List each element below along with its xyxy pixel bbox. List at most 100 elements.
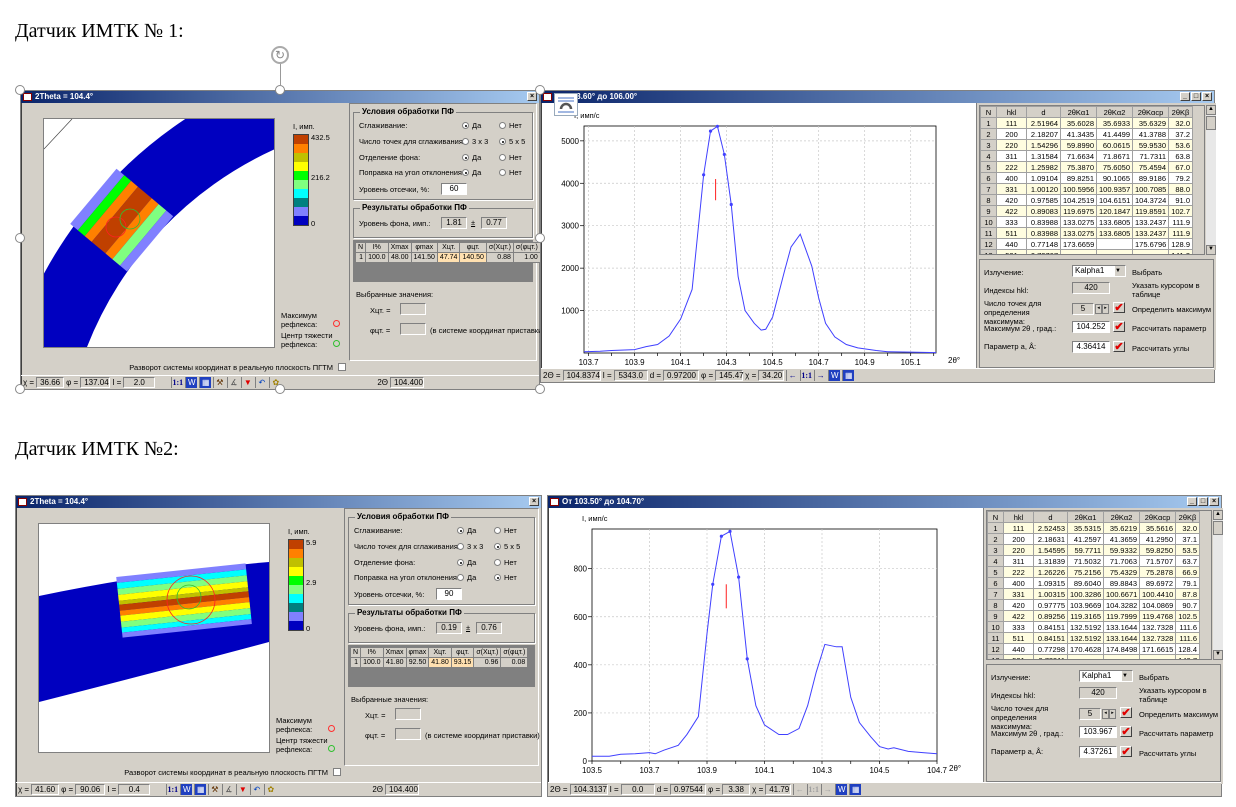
spin-left-icon[interactable]: ◂ (1102, 709, 1109, 719)
table-row[interactable]: 9 422 0.89256 119.3165 119.7999 119.4768 102.5 (987, 610, 1200, 622)
close-button[interactable]: × (529, 497, 539, 506)
table-row[interactable]: 1 111 2.52453 35.5315 35.6219 35.5616 32.0 (987, 522, 1200, 534)
table-row[interactable]: 11 511 0.83988 133.0275 133.6805 133.2437 111.… (980, 227, 1193, 239)
table-row[interactable]: 3 220 1.54595 59.7711 59.9332 59.8250 53.5 (987, 544, 1200, 556)
filter-icon[interactable]: ▼ (236, 784, 248, 795)
smoothing-no-radio[interactable]: Нет (499, 121, 522, 130)
find-max-check-button[interactable]: ✔ (1120, 707, 1132, 719)
close-button[interactable]: × (1202, 92, 1212, 101)
table-header[interactable]: 2θKβ (1168, 106, 1193, 118)
zoom-1-1-button[interactable]: 1:1 (807, 784, 820, 795)
find-max-check-button[interactable]: ✔ (1113, 302, 1125, 314)
calc-param-check-button[interactable]: ✔ (1113, 321, 1125, 333)
table-header[interactable]: d (1026, 106, 1061, 118)
zoom-1-1-button[interactable]: 1:1 (800, 370, 813, 381)
rotate-coordinates-checkbox[interactable] (333, 768, 341, 776)
x-center-field[interactable] (400, 303, 426, 315)
hammer-tool-icon[interactable]: ⚒ (213, 377, 225, 388)
angle-tool-icon[interactable]: ∡ (227, 377, 239, 388)
arrow-left-icon[interactable]: ← (793, 784, 805, 795)
table-row[interactable]: 5 222 1.26226 75.2156 75.4329 75.2878 66.9 (987, 566, 1200, 578)
table-row[interactable]: 7 331 1.00120 100.5956 100.9357 100.7085 88.0 (980, 183, 1193, 195)
table-row[interactable]: 13 531 0.73911 140.7 (987, 654, 1200, 659)
table-row[interactable]: 12 440 0.77298 170.4628 174.8498 171.6615 128.… (987, 643, 1200, 655)
window-titlebar[interactable]: От 103.60° до 106.00° _ □ × (541, 91, 1214, 103)
zoom-1-1-button[interactable]: 1:1 (166, 784, 179, 795)
results-row[interactable]: 1 100.0 41.80 92.50 41.80 93.15 0.96 0.08 (349, 657, 529, 668)
table-header[interactable]: d (1033, 511, 1068, 523)
window-titlebar[interactable]: От 103.50° до 104.70° _ □ × (548, 496, 1221, 508)
table-header[interactable]: 2θKαср (1139, 511, 1176, 523)
minimize-button[interactable]: _ (1180, 92, 1190, 101)
save-image-icon[interactable]: ▦ (849, 784, 862, 795)
maximize-button[interactable]: □ (1191, 92, 1201, 101)
spin-right-icon[interactable]: ▸ (1102, 304, 1109, 314)
table-header[interactable]: 2θKα2 (1103, 511, 1140, 523)
resize-handle[interactable] (535, 85, 545, 95)
zoom-1-1-button[interactable]: 1:1 (171, 377, 184, 388)
scroll-thumb[interactable] (1213, 521, 1223, 535)
undo-icon[interactable]: ↶ (255, 377, 267, 388)
table-row[interactable]: 8 420 0.97775 103.9669 104.3282 104.0869 90.7 (987, 599, 1200, 611)
scroll-down-icon[interactable]: ▼ (1213, 650, 1223, 660)
correction-no-radio[interactable]: Нет (499, 168, 522, 177)
minimize-button[interactable]: _ (1187, 497, 1197, 506)
spin-right-icon[interactable]: ▸ (1109, 709, 1116, 719)
undo-icon[interactable]: ↶ (250, 784, 262, 795)
npoints-value[interactable]: 5 (1072, 303, 1094, 315)
calc-angles-check-button[interactable]: ✔ (1113, 341, 1125, 353)
table-row[interactable]: 3 220 1.54296 59.8990 60.0615 59.9530 53.6 (980, 139, 1193, 151)
table-row[interactable]: 6 400 1.09315 89.6040 89.8843 89.6972 79.1 (987, 577, 1200, 589)
correction-yes-radio[interactable]: Да (457, 573, 476, 582)
correction-no-radio[interactable]: Нет (494, 573, 517, 582)
resize-handle[interactable] (275, 85, 285, 95)
scroll-up-icon[interactable]: ▲ (1213, 510, 1223, 520)
table-row[interactable]: 8 420 0.97585 104.2519 104.6151 104.3724 91.0 (980, 194, 1193, 206)
x-center-field[interactable] (395, 708, 421, 720)
table-row[interactable]: 6 400 1.09104 89.8251 90.1065 89.9186 79.2 (980, 172, 1193, 184)
arrow-right-icon[interactable]: → (814, 370, 826, 381)
background-no-radio[interactable]: Нет (499, 153, 522, 162)
table-header[interactable]: hkl (1003, 511, 1034, 523)
dropdown-arrow-icon[interactable]: ▼ (1115, 266, 1125, 276)
npoints-value[interactable]: 5 (1079, 708, 1101, 720)
lattice-param-input[interactable]: 4.37261 (1079, 746, 1117, 758)
resize-handle[interactable] (15, 233, 25, 243)
profile-chart[interactable]: 103.7 103.9 104.1 104.3 104.5 104.7 104.9 105.1… (541, 103, 976, 370)
table-row[interactable]: 10 333 0.83988 133.0275 133.6805 133.2437 111.… (980, 216, 1193, 228)
table-row[interactable]: 10 333 0.84151 132.5192 133.1644 132.7328 111.… (987, 621, 1200, 633)
angle-tool-icon[interactable]: ∡ (222, 784, 234, 795)
lattice-param-input[interactable]: 4.36414 (1072, 341, 1110, 353)
smoothing-yes-radio[interactable]: Да (462, 121, 481, 130)
table-row[interactable]: 2 200 2.18631 41.2597 41.3659 41.2950 37.1 (987, 533, 1200, 545)
table-row[interactable]: 9 422 0.89083 119.6975 120.1847 119.8591 102.7 (980, 205, 1193, 217)
table-row[interactable]: 12 440 0.77148 173.6659 175.6796 128.9 (980, 238, 1193, 250)
close-button[interactable]: × (1209, 497, 1219, 506)
radiation-select[interactable]: Kalpha1 ▼ (1072, 265, 1126, 277)
background-no-radio[interactable]: Нет (494, 558, 517, 567)
correction-yes-radio[interactable]: Да (462, 168, 481, 177)
arrow-left-icon[interactable]: ← (786, 370, 798, 381)
points-3x3-radio[interactable]: 3 x 3 (462, 137, 488, 146)
table-row[interactable]: 5 222 1.25982 75.3870 75.6050 75.4594 67.0 (980, 161, 1193, 173)
table-header[interactable]: N (980, 106, 997, 118)
rotate-coordinates-checkbox[interactable] (338, 363, 346, 371)
dropdown-arrow-icon[interactable]: ▼ (1122, 671, 1132, 681)
phi-center-field[interactable] (395, 728, 421, 740)
table-scrollbar[interactable]: ▲ ▼ (1206, 105, 1216, 255)
table-row[interactable]: 13 531 0.73767 141.3 (980, 249, 1193, 254)
save-image-icon[interactable]: ▦ (199, 377, 212, 388)
table-header[interactable]: N (987, 511, 1004, 523)
results-row[interactable]: 1 100.0 48.00 141.50 47.74 140.50 0.88 1.00 (354, 252, 541, 263)
export-word-icon[interactable]: W (185, 377, 198, 388)
calc-angles-check-button[interactable]: ✔ (1120, 746, 1132, 758)
table-row[interactable]: 4 311 1.31584 71.6634 71.8671 71.7311 63.8 (980, 150, 1193, 162)
export-word-icon[interactable]: W (828, 370, 841, 381)
points-3x3-radio[interactable]: 3 x 3 (457, 542, 483, 551)
scroll-up-icon[interactable]: ▲ (1206, 105, 1216, 115)
scroll-down-icon[interactable]: ▼ (1206, 245, 1216, 255)
table-scrollbar[interactable]: ▲ ▼ (1213, 510, 1223, 660)
settings-icon[interactable]: ✿ (264, 784, 276, 795)
scroll-thumb[interactable] (1206, 116, 1216, 130)
resize-handle[interactable] (275, 384, 285, 394)
